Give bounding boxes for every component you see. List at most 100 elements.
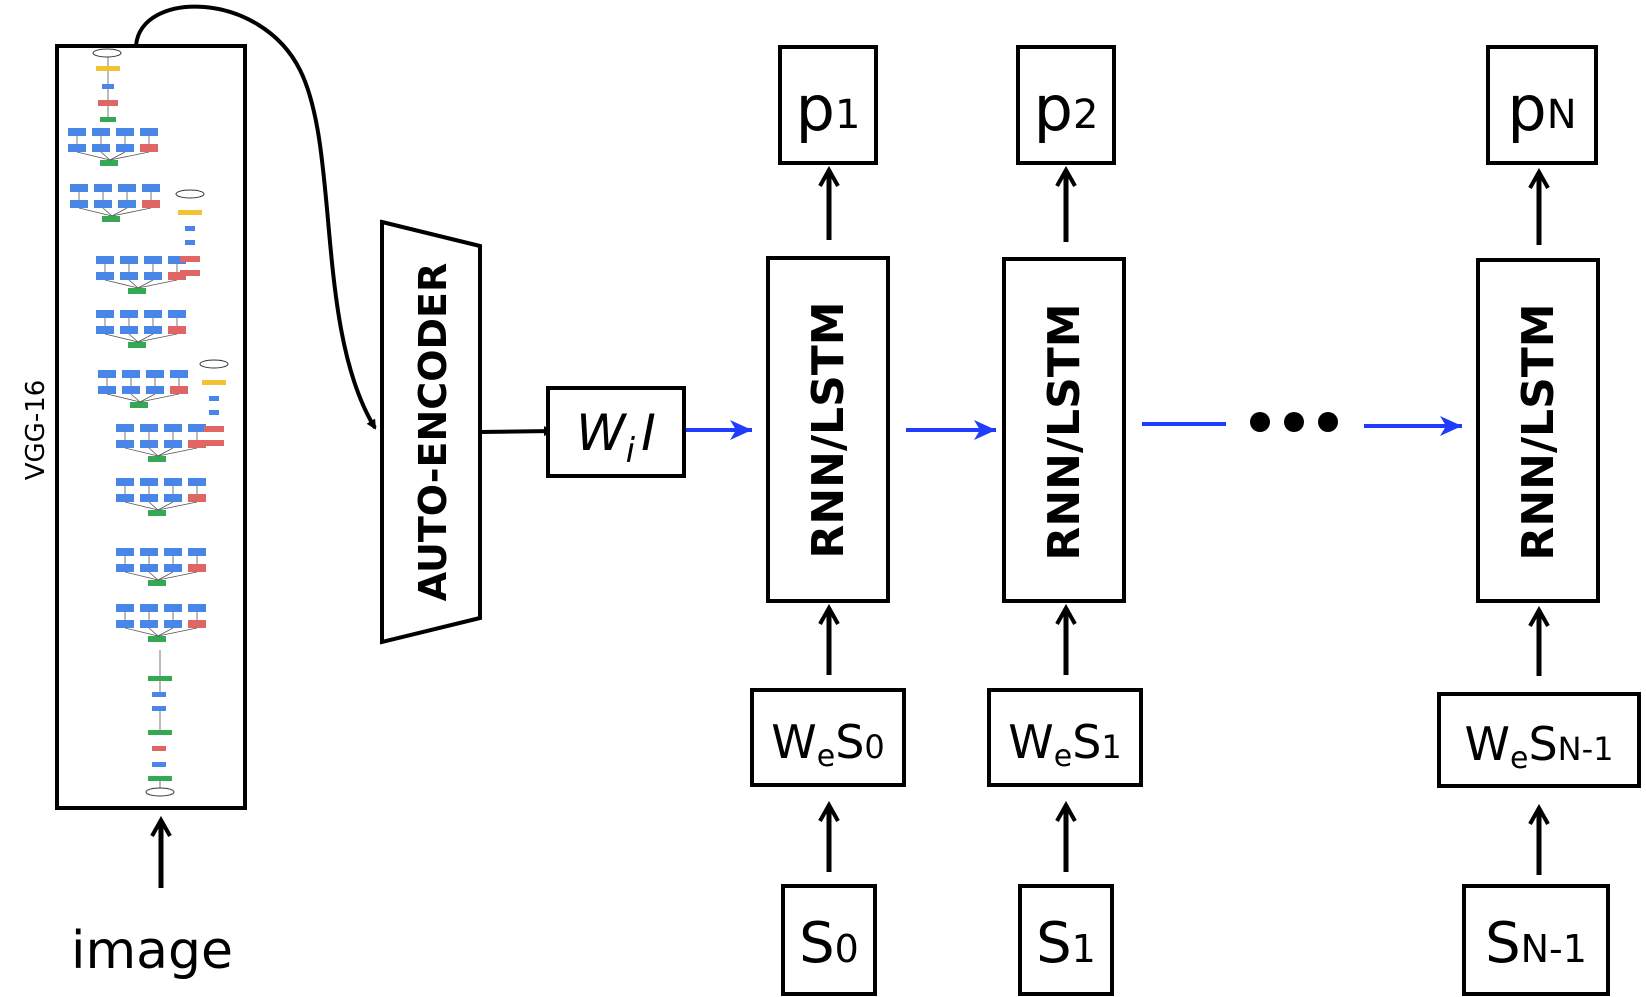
vgg-edge (137, 279, 178, 289)
vgg-layer-block (164, 604, 182, 612)
vgg-edge (109, 151, 150, 161)
vgg-edge (104, 279, 139, 289)
vgg-layer-block (120, 256, 138, 264)
vgg-layer-block (148, 636, 166, 642)
timestep-column-2: p2 RNN/LSTM WeS1 S1 (987, 45, 1143, 996)
output-label-p1: p1 (796, 72, 861, 145)
vgg-layer-block (168, 272, 186, 280)
output-box-p2 (1016, 45, 1116, 165)
vgg-edge (128, 279, 139, 289)
vgg-layer-block (164, 440, 182, 448)
vgg-edge (76, 151, 111, 161)
vgg-edge (157, 571, 174, 581)
vgg-layer-block (98, 386, 116, 394)
ellipsis-dots (1250, 412, 1338, 432)
output-box-p1 (778, 45, 878, 165)
vgg-edge (148, 447, 159, 457)
vgg-layer-block (92, 144, 110, 152)
image-embedding-frame (546, 386, 686, 478)
vgg-edge (137, 279, 154, 289)
input-label-sn1: SN-1 (1485, 911, 1587, 976)
vgg-layer-block (188, 620, 206, 628)
vgg-layer-block (180, 270, 200, 276)
vgg-layer-block (164, 548, 182, 556)
vgg-layer-block (164, 494, 182, 502)
vgg-layer-block (96, 326, 114, 334)
vgg-layer-block (100, 160, 118, 166)
word-embed-label-n: WeSN-1 (1465, 717, 1614, 776)
vgg-layer-block (164, 620, 182, 628)
vgg-layer-block (140, 440, 158, 448)
vgg-layer-block (164, 424, 182, 432)
vgg-layer-block (188, 440, 206, 448)
vgg-layer-block (209, 410, 219, 415)
vgg-layer-block (96, 66, 120, 71)
image-embedding-box: Wi I (546, 386, 686, 478)
vgg-edge (157, 627, 174, 637)
vgg-layer-block (188, 424, 206, 432)
vgg-layer-block (120, 272, 138, 280)
vgg-layer-block (92, 128, 110, 136)
input-label-s1: S1 (1036, 911, 1096, 976)
vgg-layer-block (148, 730, 172, 735)
vgg-layer-block (116, 494, 134, 502)
word-embed-box-1 (750, 688, 906, 787)
vgg-layer-block (170, 370, 188, 378)
vgg-layer-block (148, 776, 172, 781)
vgg-layer-block (168, 310, 186, 318)
vgg-layer-block (128, 342, 146, 348)
vgg-layer-block (116, 564, 134, 572)
vgg-layer-block (70, 184, 88, 192)
rnn-lstm-cell-1 (766, 256, 890, 603)
vgg-edge (157, 627, 198, 637)
rnn-lstm-label-2: RNN/LSTM (1039, 303, 1090, 560)
vgg-layer-block (96, 272, 114, 280)
vgg-edge (157, 447, 198, 457)
vgg-layer-block (68, 144, 86, 152)
vgg-layer-block (130, 402, 148, 408)
vgg-layer-block (209, 396, 219, 401)
vgg-layer-block (152, 706, 166, 711)
input-box-sn1 (1462, 884, 1610, 996)
vgg-layer-block (178, 210, 202, 215)
vgg-layer-block (140, 494, 158, 502)
vgg-layer-block (102, 216, 120, 222)
vgg-layer-block (204, 426, 224, 432)
vgg-layer-block (180, 256, 200, 262)
vgg-layer-block (116, 424, 134, 432)
vgg-layer-block (188, 564, 206, 572)
vgg-layer-block (128, 288, 146, 294)
vgg-edge (130, 393, 141, 403)
vgg-edge (124, 571, 159, 581)
image-embedding-label: Wi I (576, 404, 656, 471)
input-box-s1 (1018, 884, 1114, 996)
vgg-layer-block (120, 326, 138, 334)
vgg-layer-block (148, 676, 172, 681)
vgg-edge (106, 393, 141, 403)
vgg-edge (157, 447, 174, 457)
vgg-edge (100, 151, 111, 161)
word-embed-label-2: WeS1 (1008, 715, 1122, 774)
vgg-edge (157, 501, 174, 511)
vgg16-layers (68, 48, 229, 797)
vgg-layer-block (122, 386, 140, 394)
vgg-layer-block (116, 440, 134, 448)
output-label-pn: pN (1507, 72, 1576, 145)
vgg-edge (104, 333, 139, 343)
vgg-edge (102, 207, 113, 217)
vgg-edge (124, 501, 159, 511)
vgg-layer-block (94, 200, 112, 208)
vgg-to-autoencoder-arrow (134, 4, 377, 430)
vgg-layer-block (140, 548, 158, 556)
word-embed-label-1: WeS0 (771, 715, 885, 774)
vgg-layer-block (152, 746, 166, 751)
vgg-layer-block (164, 564, 182, 572)
rnn-lstm-cell-n (1476, 258, 1600, 603)
vgg-layer-block (164, 478, 182, 486)
vgg-layer-block (144, 326, 162, 334)
vgg-edge (139, 393, 180, 403)
vgg-edge (157, 571, 198, 581)
vgg-edge (148, 627, 159, 637)
vgg-layer-block (188, 494, 206, 502)
